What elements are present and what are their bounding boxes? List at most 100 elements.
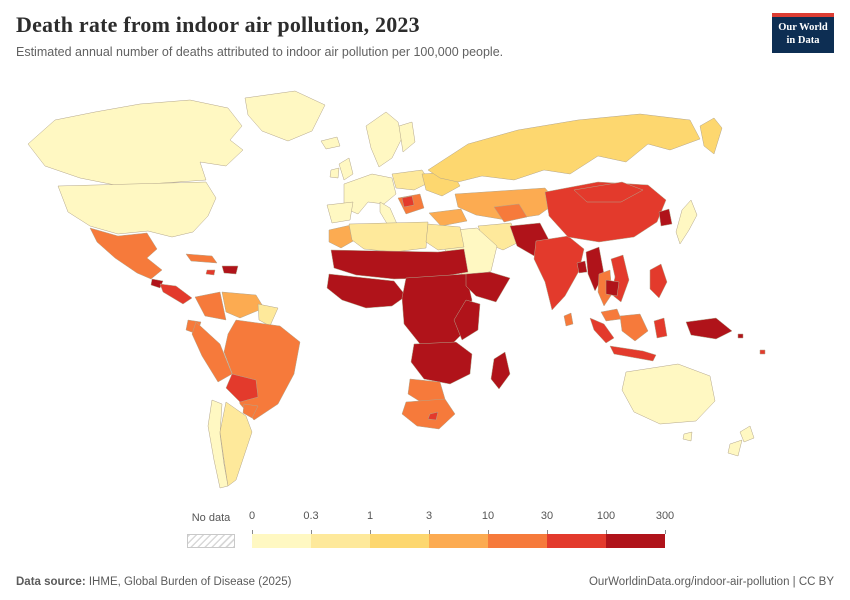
legend-tick-mark <box>547 530 548 534</box>
region-peru[interactable] <box>191 321 233 383</box>
map-legend: No data 0 0.3 1 3 10 30 100 300 <box>0 506 850 548</box>
region-venezuela[interactable] <box>221 291 265 319</box>
region-philippines[interactable] <box>649 263 668 299</box>
region-guatemala[interactable] <box>150 278 164 289</box>
legend-tick-label: 100 <box>596 510 616 522</box>
region-jamaica[interactable] <box>205 269 216 276</box>
region-turkey[interactable] <box>428 208 468 227</box>
region-borneo[interactable] <box>619 313 649 342</box>
region-cuba[interactable] <box>185 253 218 264</box>
region-russia[interactable] <box>699 117 723 155</box>
legend-swatch[interactable] <box>429 534 488 548</box>
region-japan[interactable] <box>675 199 698 245</box>
footer-source: Data source: IHME, Global Burden of Dise… <box>16 576 292 588</box>
region-south-africa[interactable] <box>401 398 456 430</box>
owid-logo-accent-bar <box>772 13 834 17</box>
chart-title: Death rate from indoor air pollution, 20… <box>16 12 420 37</box>
region-solomon-islands[interactable] <box>737 333 744 339</box>
region-new-guinea[interactable] <box>685 317 733 340</box>
legend-tick-label: 30 <box>540 510 554 522</box>
region-canada[interactable] <box>27 99 244 187</box>
region-thailand[interactable] <box>597 269 613 307</box>
region-angola-zambia-mozambique[interactable] <box>410 341 473 385</box>
region-central-europe[interactable] <box>391 169 431 191</box>
region-morocco[interactable] <box>328 224 356 249</box>
region-east-africa[interactable] <box>453 299 481 341</box>
region-sumatra[interactable] <box>589 317 615 344</box>
legend-swatch[interactable] <box>311 534 370 548</box>
region-serbia-bosnia[interactable] <box>401 195 415 208</box>
region-scandinavia[interactable] <box>365 111 403 168</box>
region-sri-lanka[interactable] <box>563 312 574 327</box>
legend-scale: 0 0.3 1 3 10 30 100 300 <box>248 506 674 548</box>
region-sahel[interactable] <box>330 248 469 280</box>
owid-logo[interactable]: Our World in Data <box>772 13 834 53</box>
region-russia[interactable] <box>427 113 701 183</box>
region-paraguay[interactable] <box>242 403 259 419</box>
region-bolivia[interactable] <box>225 373 259 403</box>
region-central-america[interactable] <box>159 283 193 305</box>
region-north-korea[interactable] <box>658 208 673 227</box>
region-mexico[interactable] <box>89 227 163 280</box>
region-madagascar[interactable] <box>490 351 511 390</box>
legend-tick-mark <box>370 530 371 534</box>
legend-swatch[interactable] <box>252 534 311 548</box>
region-fiji[interactable] <box>759 349 766 355</box>
region-greenland[interactable] <box>244 90 326 142</box>
region-india[interactable] <box>533 235 585 311</box>
chart-subtitle: Estimated annual number of deaths attrib… <box>16 45 504 59</box>
legend-tick-mark <box>665 530 666 534</box>
region-iberia[interactable] <box>326 201 354 224</box>
region-australia[interactable] <box>621 363 716 425</box>
region-lesotho[interactable] <box>427 411 439 421</box>
world-map <box>0 84 850 504</box>
region-sulawesi[interactable] <box>653 317 668 339</box>
legend-no-data-swatch[interactable] <box>187 534 235 548</box>
legend-tick-mark <box>429 530 430 534</box>
legend-tick-label: 10 <box>481 510 495 522</box>
legend-tick-label: 0.3 <box>303 510 319 522</box>
region-hispaniola[interactable] <box>221 265 239 275</box>
region-guyanas[interactable] <box>257 303 279 327</box>
legend-tick-label: 0 <box>248 510 256 522</box>
legend-swatch[interactable] <box>370 534 429 548</box>
legend-tick-mark <box>488 530 489 534</box>
region-west-africa[interactable] <box>326 273 407 309</box>
footer-source-label: Data source: <box>16 576 86 588</box>
region-brazil[interactable] <box>223 319 301 421</box>
owid-logo-line2: in Data <box>786 35 820 46</box>
region-egypt[interactable] <box>425 223 465 251</box>
region-iceland[interactable] <box>320 136 341 150</box>
legend-swatch[interactable] <box>606 534 665 548</box>
legend-tick-label: 3 <box>425 510 433 522</box>
footer-link[interactable]: OurWorldinData.org/indoor-air-pollution … <box>588 576 834 588</box>
legend-tick-mark <box>252 530 253 534</box>
region-new-zealand[interactable] <box>739 425 755 443</box>
region-java[interactable] <box>609 345 657 362</box>
region-uk[interactable] <box>338 157 354 181</box>
footer-source-text: IHME, Global Burden of Disease (2025) <box>85 576 292 588</box>
legend-swatch[interactable] <box>488 534 547 548</box>
legend-tick-label: 300 <box>655 510 675 522</box>
region-new-zealand[interactable] <box>727 439 743 457</box>
region-malaysia[interactable] <box>600 308 622 322</box>
region-usa[interactable] <box>57 181 217 238</box>
legend-swatch[interactable] <box>547 534 606 548</box>
legend-tick-mark <box>311 530 312 534</box>
region-horn-of-africa[interactable] <box>465 271 511 303</box>
region-uzbekistan[interactable] <box>493 203 528 223</box>
owid-logo-line1: Our World <box>778 22 828 33</box>
region-laos-cambodia[interactable] <box>605 279 620 297</box>
legend-tick-mark <box>606 530 607 534</box>
region-bangladesh[interactable] <box>576 260 588 274</box>
region-ireland[interactable] <box>329 167 340 179</box>
region-finland[interactable] <box>398 121 416 153</box>
region-algeria-libya[interactable] <box>348 221 429 253</box>
legend-no-data[interactable]: No data <box>187 506 235 548</box>
region-mongolia[interactable] <box>573 181 644 203</box>
region-argentina[interactable] <box>219 401 253 487</box>
region-tasmania[interactable] <box>682 431 693 442</box>
legend-no-data-label: No data <box>191 512 231 524</box>
region-colombia[interactable] <box>194 291 227 321</box>
